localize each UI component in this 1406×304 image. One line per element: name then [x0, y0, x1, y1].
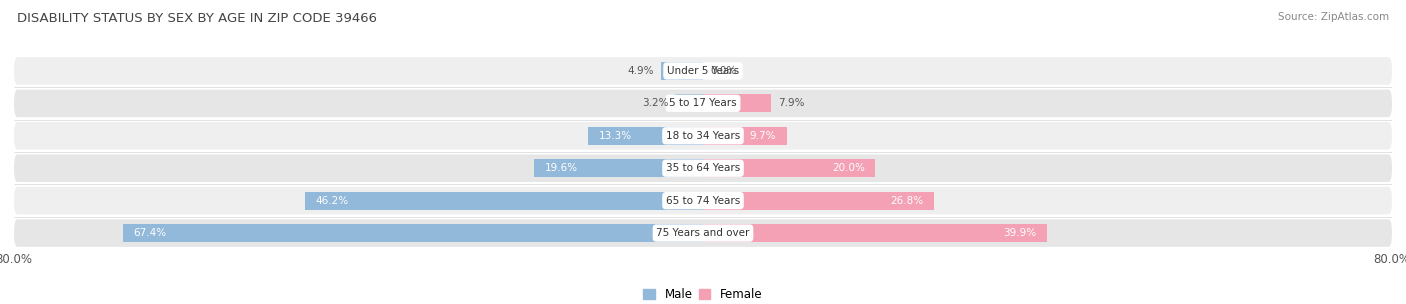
- Text: 75 Years and over: 75 Years and over: [657, 228, 749, 238]
- FancyBboxPatch shape: [14, 187, 1392, 214]
- FancyBboxPatch shape: [14, 90, 1392, 117]
- Text: 65 to 74 Years: 65 to 74 Years: [666, 196, 740, 206]
- Bar: [661, 62, 703, 80]
- Bar: [703, 224, 1046, 242]
- Bar: [675, 95, 703, 112]
- Text: 0.0%: 0.0%: [710, 66, 737, 76]
- Bar: [703, 192, 934, 209]
- Bar: [122, 224, 703, 242]
- Text: 35 to 64 Years: 35 to 64 Years: [666, 163, 740, 173]
- Text: 67.4%: 67.4%: [134, 228, 166, 238]
- Bar: [534, 159, 703, 177]
- Text: 13.3%: 13.3%: [599, 131, 631, 141]
- Bar: [703, 127, 786, 145]
- Legend: Male, Female: Male, Female: [638, 283, 768, 304]
- Text: 5 to 17 Years: 5 to 17 Years: [669, 98, 737, 108]
- Text: 18 to 34 Years: 18 to 34 Years: [666, 131, 740, 141]
- FancyBboxPatch shape: [14, 57, 1392, 85]
- FancyBboxPatch shape: [14, 122, 1392, 150]
- Text: 39.9%: 39.9%: [1002, 228, 1036, 238]
- Text: 19.6%: 19.6%: [544, 163, 578, 173]
- Bar: [703, 95, 770, 112]
- Text: DISABILITY STATUS BY SEX BY AGE IN ZIP CODE 39466: DISABILITY STATUS BY SEX BY AGE IN ZIP C…: [17, 12, 377, 25]
- Text: 3.2%: 3.2%: [643, 98, 669, 108]
- Text: 20.0%: 20.0%: [832, 163, 865, 173]
- Bar: [589, 127, 703, 145]
- Text: 4.9%: 4.9%: [627, 66, 654, 76]
- FancyBboxPatch shape: [14, 154, 1392, 182]
- Bar: [305, 192, 703, 209]
- Text: Under 5 Years: Under 5 Years: [666, 66, 740, 76]
- Text: Source: ZipAtlas.com: Source: ZipAtlas.com: [1278, 12, 1389, 22]
- Text: 26.8%: 26.8%: [890, 196, 924, 206]
- Text: 7.9%: 7.9%: [778, 98, 804, 108]
- FancyBboxPatch shape: [14, 219, 1392, 247]
- Text: 46.2%: 46.2%: [315, 196, 349, 206]
- Text: 9.7%: 9.7%: [749, 131, 776, 141]
- Bar: [703, 159, 875, 177]
